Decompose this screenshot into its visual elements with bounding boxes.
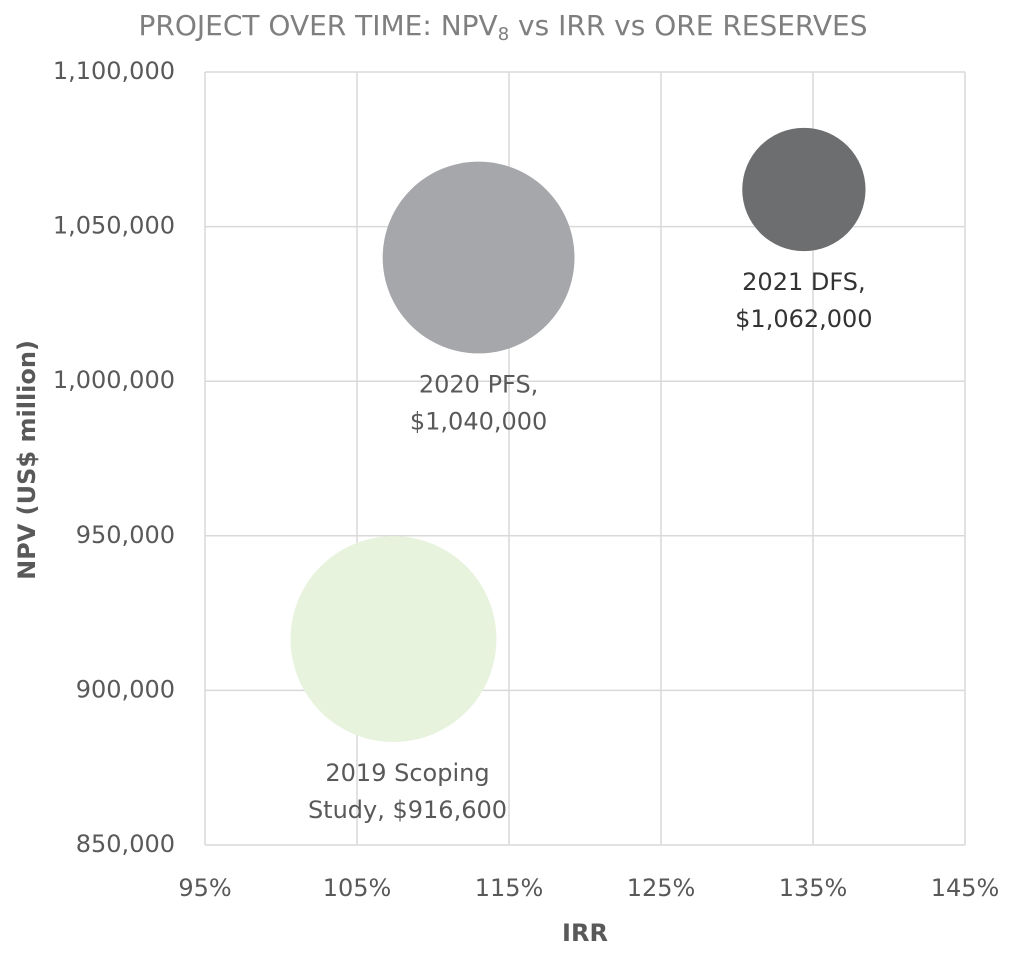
bubble-label: 2019 Scoping	[325, 759, 489, 787]
y-tick-label: 900,000	[76, 675, 175, 703]
bubble	[742, 127, 866, 252]
x-axis-title: IRR	[562, 919, 608, 947]
bubble-label: $1,062,000	[735, 305, 872, 333]
x-tick-label: 125%	[627, 874, 696, 902]
x-tick-label: 115%	[475, 874, 544, 902]
y-tick-label: 850,000	[76, 830, 175, 858]
x-tick-label: 95%	[178, 874, 231, 902]
y-tick-label: 1,050,000	[53, 212, 175, 240]
y-tick-label: 1,000,000	[53, 366, 175, 394]
y-axis-title: NPV (US$ million)	[13, 340, 41, 580]
title-part: PROJECT OVER TIME: NPV	[139, 9, 498, 42]
bubble	[382, 161, 575, 354]
bubble-label: 2021 DFS,	[742, 268, 865, 296]
x-tick-label: 105%	[323, 874, 392, 902]
bubble-label: $1,040,000	[410, 407, 547, 435]
bubble	[290, 536, 497, 743]
x-tick-label: 135%	[779, 874, 848, 902]
bubble-label: 2020 PFS,	[419, 370, 538, 398]
title-subscript: 8	[498, 24, 509, 45]
x-tick-label: 145%	[931, 874, 1000, 902]
y-tick-label: 950,000	[76, 521, 175, 549]
y-tick-label: 1,100,000	[53, 57, 175, 85]
chart-title: PROJECT OVER TIME: NPV8 vs IRR vs ORE RE…	[139, 9, 868, 45]
bubble-label: Study, $916,600	[308, 796, 507, 824]
title-part: vs IRR vs ORE RESERVES	[509, 9, 867, 42]
